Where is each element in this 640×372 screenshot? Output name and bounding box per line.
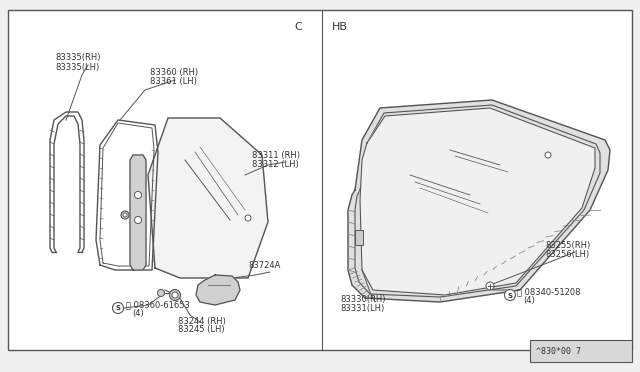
Bar bbox=[530, 340, 632, 362]
Text: 83361 (LH): 83361 (LH) bbox=[150, 77, 197, 86]
Text: (4): (4) bbox=[523, 296, 535, 305]
Text: 83724A: 83724A bbox=[248, 261, 280, 270]
Circle shape bbox=[486, 282, 494, 290]
Text: 83331(LH): 83331(LH) bbox=[340, 304, 384, 313]
Polygon shape bbox=[148, 118, 268, 278]
Polygon shape bbox=[348, 100, 610, 302]
Circle shape bbox=[123, 213, 127, 217]
Text: 83335(RH): 83335(RH) bbox=[55, 53, 100, 62]
Text: 83335(LH): 83335(LH) bbox=[55, 63, 99, 72]
Circle shape bbox=[504, 289, 515, 301]
Text: S: S bbox=[115, 305, 120, 311]
Text: Ⓢ 08360-61653: Ⓢ 08360-61653 bbox=[126, 300, 190, 309]
Text: 83311 (RH): 83311 (RH) bbox=[252, 151, 300, 160]
Circle shape bbox=[170, 289, 180, 301]
Text: 83312 (LH): 83312 (LH) bbox=[252, 160, 299, 169]
Text: (4): (4) bbox=[132, 309, 144, 318]
Polygon shape bbox=[196, 275, 240, 305]
Circle shape bbox=[157, 289, 164, 296]
Circle shape bbox=[545, 152, 551, 158]
Circle shape bbox=[245, 215, 251, 221]
Text: C: C bbox=[294, 22, 302, 32]
Text: 83330(RH): 83330(RH) bbox=[340, 295, 385, 304]
Bar bbox=[355, 230, 363, 245]
Text: 83244 (RH): 83244 (RH) bbox=[178, 317, 226, 326]
Polygon shape bbox=[130, 155, 146, 270]
Polygon shape bbox=[360, 108, 595, 295]
Text: Ⓢ 08340-51208: Ⓢ 08340-51208 bbox=[517, 287, 580, 296]
Circle shape bbox=[134, 217, 141, 224]
Circle shape bbox=[172, 292, 178, 298]
Text: S: S bbox=[508, 292, 513, 298]
Circle shape bbox=[121, 211, 129, 219]
Text: 83360 (RH): 83360 (RH) bbox=[150, 68, 198, 77]
Circle shape bbox=[134, 192, 141, 199]
Text: ^830*00 7: ^830*00 7 bbox=[536, 346, 581, 356]
Text: 83255(RH): 83255(RH) bbox=[545, 241, 590, 250]
Text: 83256(LH): 83256(LH) bbox=[545, 250, 589, 259]
Text: HB: HB bbox=[332, 22, 348, 32]
Circle shape bbox=[113, 302, 124, 314]
Text: 83245 (LH): 83245 (LH) bbox=[178, 325, 225, 334]
